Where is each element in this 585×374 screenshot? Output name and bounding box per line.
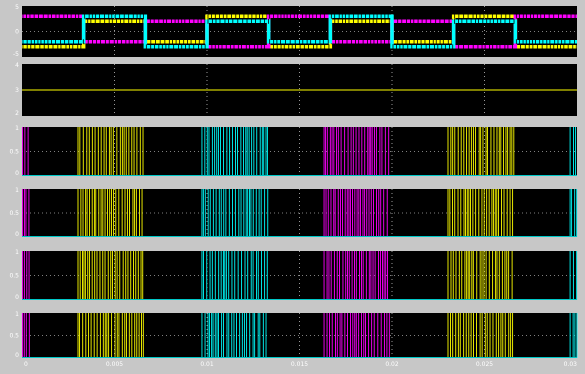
pwm-burst (569, 251, 578, 300)
pwm-burst (22, 313, 30, 358)
pwm-burst (323, 189, 388, 237)
pwm-burst (323, 251, 388, 300)
y-tick-label: 0 (15, 231, 19, 238)
panel-grid (22, 127, 577, 176)
y-tick-label: 0.5 (9, 333, 19, 340)
y-tick-label: 0 (15, 294, 19, 301)
pwm-burst (201, 313, 267, 358)
y-tick-label: 1 (15, 187, 19, 194)
y-tick-label: 0 (15, 352, 19, 359)
pwm-burst (77, 251, 144, 300)
pwm-burst (447, 127, 515, 176)
scope-panel-6: 10.50 (9, 311, 578, 359)
pwm-burst (22, 127, 29, 176)
pwm-burst (447, 313, 514, 358)
x-tick-label: 0 (24, 361, 28, 368)
pwm-burst (201, 251, 268, 300)
y-tick-label: 0.5 (9, 210, 19, 217)
pwm-burst (77, 189, 143, 237)
x-tick-label: 0.015 (291, 361, 308, 368)
y-tick-label: 5 (15, 4, 19, 11)
y-tick-label: 0.5 (9, 273, 19, 280)
y-tick-label: 0.5 (9, 149, 19, 156)
scope-panel-2: 4 3 2 (15, 62, 577, 117)
x-tick-label: 0.01 (200, 361, 214, 368)
y-tick-label: 3 (15, 87, 19, 94)
pwm-burst (447, 251, 513, 300)
scope-panel-5: 10.50 (9, 249, 578, 301)
pwm-burst (569, 313, 578, 358)
pwm-burst (569, 127, 577, 176)
x-tick-label: 0.03 (564, 361, 578, 368)
pwm-burst (323, 313, 390, 358)
y-tick-label: 0 (15, 170, 19, 177)
scope-panel-1: 5 0 -5 (13, 4, 577, 58)
y-tick-label: 4 (15, 62, 19, 69)
y-tick-label: 1 (15, 125, 19, 132)
x-tick-label: 0.025 (476, 361, 493, 368)
pwm-burst (201, 189, 269, 237)
panel-grid (22, 313, 577, 358)
pwm-burst (22, 189, 30, 237)
pwm-burst (22, 251, 30, 300)
x-tick-label: 0.005 (106, 361, 123, 368)
pwm-burst (569, 189, 578, 237)
y-tick-label: 1 (15, 249, 19, 256)
y-tick-label: 2 (15, 110, 19, 117)
pwm-burst (323, 127, 390, 176)
y-tick-label: 1 (15, 311, 19, 318)
x-axis-tick-labels: 0 0.005 0.01 0.015 0.02 0.025 0.03 (24, 361, 577, 368)
pwm-burst (447, 189, 514, 237)
pwm-burst (201, 127, 268, 176)
scope-panel-3: 10.50 (9, 125, 577, 177)
pwm-burst (77, 313, 144, 358)
panel-plot-area (22, 6, 577, 57)
y-tick-label: 0 (15, 29, 19, 36)
phase-voltage-series-2 (22, 14, 577, 49)
pwm-burst (77, 127, 144, 176)
x-tick-label: 0.02 (385, 361, 399, 368)
y-tick-label: -5 (13, 51, 19, 58)
scope-panel-4: 10.50 (9, 187, 578, 238)
